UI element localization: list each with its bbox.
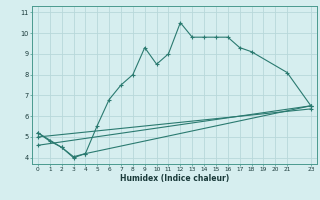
X-axis label: Humidex (Indice chaleur): Humidex (Indice chaleur) [120,174,229,183]
